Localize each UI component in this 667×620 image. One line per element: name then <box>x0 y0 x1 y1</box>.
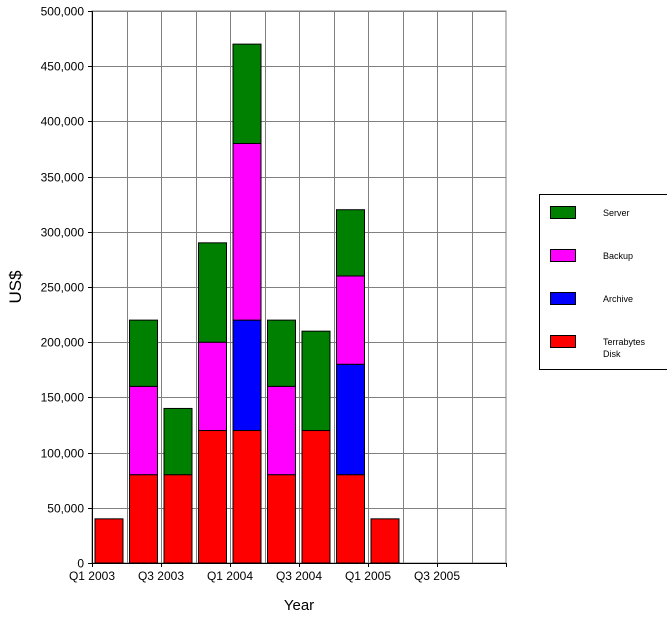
legend-swatch <box>550 249 576 262</box>
bar-segment-backup <box>267 385 296 476</box>
bar-segment-terrabytes-disk <box>336 474 365 564</box>
y-tick-label: 200,000 <box>41 336 85 350</box>
legend: Server Backup Archive Terrabytes Disk <box>539 194 667 370</box>
x-tick-label: Q1 2005 <box>345 569 391 583</box>
bar-segment-backup <box>198 341 227 432</box>
y-tick-label: 450,000 <box>41 60 85 74</box>
x-tick-label: Q3 2005 <box>414 569 460 583</box>
y-tick-label: 0 <box>77 557 84 571</box>
bar-segment-backup <box>129 385 158 476</box>
x-tick-label: Q1 2004 <box>207 569 253 583</box>
bar-segment-server <box>198 242 227 343</box>
y-tick-label: 500,000 <box>41 5 85 19</box>
bar-segment-server <box>163 407 193 476</box>
legend-swatch <box>550 292 576 305</box>
bar-segment-server <box>301 330 331 432</box>
bar-segment-backup <box>232 142 262 321</box>
bar-segment-server <box>267 319 296 387</box>
x-axis-title: Year <box>284 597 314 614</box>
x-tick-label: Q1 2003 <box>69 569 115 583</box>
legend-swatch <box>550 206 576 219</box>
legend-label: Terrabytes Disk <box>603 337 646 359</box>
bar-segment-server <box>232 43 262 144</box>
bar-segment-archive <box>232 319 262 432</box>
legend-label: Archive <box>603 294 634 304</box>
bar-segment-terrabytes-disk <box>198 430 227 564</box>
y-tick-label: 300,000 <box>41 226 85 240</box>
x-tick-label: Q3 2003 <box>138 569 184 583</box>
bar-segment-server <box>336 209 365 277</box>
bar-segment-server <box>129 319 158 387</box>
y-tick-label: 50,000 <box>47 502 84 516</box>
bar-stacks <box>94 43 400 564</box>
bar-segment-terrabytes-disk <box>94 518 124 564</box>
bar-segment-backup <box>336 275 365 365</box>
y-tick-label: 150,000 <box>41 391 85 405</box>
grid-lines <box>91 10 507 564</box>
x-tick-label: Q3 2004 <box>276 569 322 583</box>
bar-segment-archive <box>336 363 365 476</box>
legend-label: Server <box>603 208 630 218</box>
y-tick-label: 250,000 <box>41 281 85 295</box>
y-axis-title: US$ <box>6 270 25 304</box>
axes: 0 50,000 100,000 150,000 200,000 250,000 300,0… <box>41 5 507 583</box>
bar-segment-terrabytes-disk <box>232 430 262 564</box>
bar-segment-terrabytes-disk <box>301 430 331 564</box>
legend-label: Backup <box>603 251 634 261</box>
y-tick-label: 100,000 <box>41 447 85 461</box>
bar-segment-terrabytes-disk <box>267 474 296 564</box>
bar-segment-terrabytes-disk <box>129 474 158 564</box>
y-tick-label: 400,000 <box>41 115 85 129</box>
bar-segment-terrabytes-disk <box>163 474 193 564</box>
bar-segment-terrabytes-disk <box>370 518 400 564</box>
legend-swatch <box>550 335 576 348</box>
y-tick-label: 350,000 <box>41 171 85 185</box>
